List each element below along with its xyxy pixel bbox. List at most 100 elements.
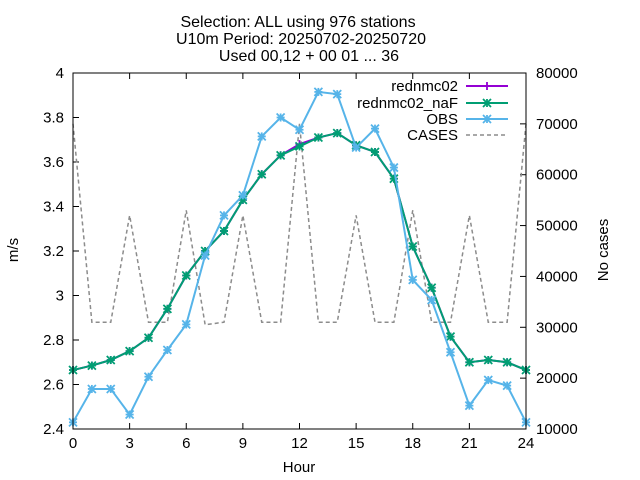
- series-line-rednmc02-naf: [72, 131, 527, 372]
- title-line-2: U10m Period: 20250702-20250720: [176, 31, 426, 48]
- plot-border: [72, 72, 527, 430]
- y2-tick-label: 80000: [536, 65, 578, 82]
- y-tick-label: 3: [56, 288, 64, 305]
- y-tick-label: 2.6: [43, 377, 64, 394]
- data-point-obs: [124, 409, 135, 420]
- data-point-obs: [445, 347, 456, 357]
- series-rednmc02: [69, 129, 530, 375]
- data-point-obs: [502, 380, 512, 391]
- data-point-obs: [464, 401, 475, 411]
- data-point-rednmc02-naf: [219, 226, 229, 236]
- title-line-3: Used 00,12 + 00 01 ... 36: [219, 48, 399, 65]
- x-tick-label: 18: [404, 435, 421, 452]
- x-tick-label: 9: [239, 435, 247, 452]
- data-point-obs: [294, 125, 305, 135]
- data-point-rednmc02-naf: [483, 355, 493, 365]
- legend-marker: [483, 82, 491, 90]
- y2-tick-label: 10000: [536, 421, 578, 438]
- series-cases: [72, 123, 527, 326]
- data-point-obs: [238, 190, 248, 201]
- y-tick-label: 2.8: [43, 332, 64, 349]
- y-tick-label: 3.2: [43, 243, 64, 260]
- y2-tick-label: 30000: [536, 319, 578, 336]
- title-line-1: Selection: ALL using 976 stations: [180, 14, 415, 31]
- data-point-rednmc02-naf: [502, 357, 512, 367]
- data-point-rednmc02-naf: [275, 150, 286, 160]
- data-point-obs: [483, 375, 493, 385]
- y2-tick-label: 40000: [536, 268, 578, 285]
- y2-axis-ticks: 10000 20000 30000 40000 50000 60000 70000 80000: [520, 65, 578, 438]
- data-point-obs: [389, 162, 399, 173]
- data-point-obs: [257, 131, 267, 142]
- y-tick-label: 3.6: [43, 154, 64, 171]
- data-point-obs: [181, 319, 191, 330]
- x-tick-label: 3: [125, 435, 133, 452]
- data-point-rednmc02-naf: [257, 169, 267, 179]
- data-point-rednmc02-naf: [313, 132, 324, 143]
- data-point-obs: [87, 384, 97, 394]
- data-point-rednmc02-naf: [332, 128, 342, 138]
- x-tick-label: 0: [69, 435, 77, 452]
- data-point-rednmc02-naf: [426, 283, 437, 293]
- legend-entry-cases: CASES: [407, 127, 508, 144]
- data-point-obs: [313, 87, 324, 97]
- y-tick-label: 3.8: [43, 110, 64, 127]
- data-point-rednmc02-naf: [106, 355, 116, 365]
- x-tick-label: 24: [518, 435, 535, 452]
- legend-label: CASES: [407, 127, 458, 144]
- data-point-rednmc02-naf: [370, 147, 380, 157]
- data-point-rednmc02-naf: [124, 346, 135, 356]
- y-tick-label: 3.4: [43, 199, 64, 216]
- x-tick-label: 6: [182, 435, 190, 452]
- legend-label: OBS: [426, 111, 458, 128]
- data-point-rednmc02-naf: [408, 241, 418, 252]
- data-point-obs: [200, 250, 210, 261]
- data-point-obs: [332, 89, 342, 99]
- data-point-obs: [426, 295, 437, 305]
- data-point-obs: [219, 210, 229, 221]
- data-point-obs: [106, 384, 116, 394]
- data-point-rednmc02-naf: [162, 304, 173, 314]
- data-point-rednmc02-naf: [87, 360, 97, 371]
- series-obs: [68, 87, 531, 427]
- series-layer: [68, 87, 531, 427]
- data-point-rednmc02-naf: [143, 333, 154, 343]
- legend-entry-rednmc02: rednmc02: [391, 78, 508, 95]
- data-point-rednmc02-naf: [181, 270, 191, 281]
- legend-entry-rednmc02-naf: rednmc02_naF: [357, 95, 508, 112]
- data-point-obs: [370, 123, 380, 134]
- legend-label: rednmc02_naF: [357, 95, 458, 112]
- data-point-obs: [275, 112, 286, 123]
- chart-title: Selection: ALL using 976 stations U10m P…: [176, 14, 426, 65]
- x-tick-label: 15: [348, 435, 365, 452]
- data-point-obs: [408, 275, 418, 285]
- series-rednmc02-naf: [68, 128, 531, 375]
- y-tick-label: 4: [56, 65, 64, 82]
- series-line-rednmc02: [72, 131, 527, 372]
- data-point-rednmc02-naf: [445, 332, 456, 342]
- y-axis-ticks: 2.4 2.6 2.8 3 3.2 3.4 3.6 3.8 4: [43, 65, 79, 438]
- legend-entry-obs: OBS: [426, 111, 508, 128]
- x-axis-ticks: 0 3 6 9 12 15 18 21 24: [69, 73, 535, 452]
- y-axis-label: m/s: [5, 238, 22, 262]
- y-tick-label: 2.4: [43, 421, 64, 438]
- y2-tick-label: 50000: [536, 218, 578, 235]
- x-tick-label: 12: [291, 435, 308, 452]
- data-point-obs: [162, 345, 173, 355]
- legend-marker: [482, 98, 492, 108]
- series-line-cases: [72, 123, 527, 326]
- x-axis-label: Hour: [283, 459, 316, 476]
- y2-tick-label: 20000: [536, 370, 578, 387]
- legend-label: rednmc02: [391, 78, 458, 95]
- y2-axis-label: No cases: [595, 219, 612, 282]
- y2-tick-label: 60000: [536, 167, 578, 184]
- data-point-obs: [143, 372, 154, 382]
- data-point-rednmc02-naf: [294, 141, 305, 152]
- data-point-rednmc02-naf: [464, 357, 475, 367]
- legend-marker: [482, 114, 492, 124]
- data-point-obs: [351, 142, 361, 153]
- y2-tick-label: 70000: [536, 116, 578, 133]
- x-tick-label: 21: [461, 435, 478, 452]
